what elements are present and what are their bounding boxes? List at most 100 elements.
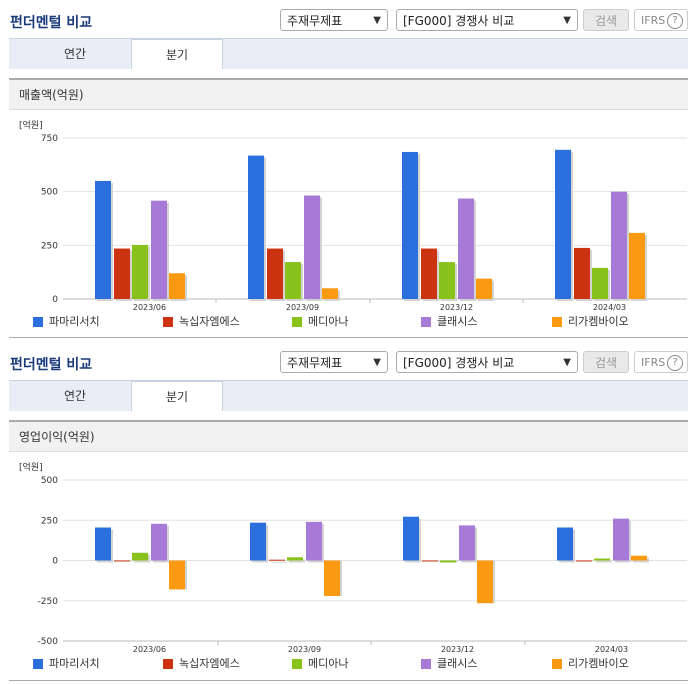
bar (476, 278, 492, 299)
x-tick-label: 2024/03 (593, 303, 626, 312)
bar (95, 527, 111, 561)
bar (285, 262, 301, 299)
operating-profit-chart: [억원] -500 -250 0 250 500 2023/06 2023/09 2023/12… (19, 461, 687, 654)
ifrs-button[interactable]: IFRS ? (634, 9, 688, 31)
legend-swatch (421, 659, 431, 669)
x-tick-label: 2023/09 (286, 303, 319, 312)
bar (248, 155, 264, 299)
legend-swatch (292, 317, 302, 327)
legend-label: 클래시스 (437, 315, 478, 328)
bar (324, 560, 340, 596)
y-tick-label: -500 (38, 637, 59, 647)
statement-type-select[interactable]: 주재무제표 ▼ (280, 9, 388, 31)
legend-swatch (292, 659, 302, 669)
tab-annual[interactable]: 연간 (63, 389, 87, 403)
chevron-down-icon: ▼ (563, 357, 571, 368)
fundamental-section-2: 펀더멘털 비교 주재무제표 ▼ [FG000] 경쟁사 비교 ▼ 검색 IFRS… (0, 342, 696, 684)
tab-annual[interactable]: 연간 (63, 47, 87, 61)
chart-legend: 파마리서치 녹십자엠에스 메디아나 클래시스 리가켐바이오 (9, 314, 688, 330)
bar (250, 522, 266, 561)
bar (557, 527, 573, 561)
x-tick-label: 2023/06 (133, 303, 166, 312)
bar (95, 180, 111, 299)
bar (458, 198, 474, 299)
bar (574, 247, 590, 299)
legend-swatch (552, 317, 562, 327)
bar (477, 560, 493, 604)
bar (132, 552, 148, 561)
tab-quarterly[interactable]: 분기 (131, 381, 223, 411)
bar (613, 518, 629, 561)
bar (267, 248, 283, 299)
y-tick-label: 250 (41, 516, 58, 526)
peer-group-select[interactable]: [FG000] 경쟁사 비교 ▼ (396, 9, 578, 31)
divider (9, 680, 688, 681)
chart-box: 영업이익(억원) [억원] -500 -250 0 250 500 2023/06 2023/… (9, 420, 688, 684)
statement-type-value: 주재무제표 (287, 14, 343, 28)
peer-group-select[interactable]: [FG000] 경쟁사 비교 ▼ (396, 351, 578, 373)
legend-label: 파마리서치 (49, 315, 100, 328)
x-tick-label: 2023/09 (288, 645, 321, 654)
chart-legend: 파마리서치 녹십자엠에스 메디아나 클래시스 리가켐바이오 (9, 656, 688, 672)
ifrs-button[interactable]: IFRS ? (634, 351, 688, 373)
bar (269, 559, 285, 561)
bar (439, 262, 455, 299)
bar (555, 149, 571, 299)
bar (576, 560, 592, 562)
period-tabs: 연간 분기 (9, 38, 688, 69)
chevron-down-icon: ▼ (373, 357, 381, 368)
x-tick-label: 2023/12 (441, 645, 474, 654)
y-tick-label: -250 (38, 597, 59, 607)
period-tabs: 연간 분기 (9, 380, 688, 411)
search-button[interactable]: 검색 (583, 9, 629, 31)
y-tick-label: 0 (52, 295, 58, 305)
bar (629, 232, 645, 299)
bar (287, 557, 303, 561)
x-tick-label: 2023/06 (133, 645, 166, 654)
axis-unit-label: [억원] (19, 119, 43, 131)
bar-shadow (596, 560, 612, 563)
y-tick-label: 250 (41, 241, 58, 251)
statement-type-value: 주재무제표 (287, 356, 343, 370)
legend-swatch (552, 659, 562, 669)
bar (304, 195, 320, 299)
legend-swatch (163, 317, 173, 327)
y-tick-label: 500 (41, 476, 58, 486)
bar (422, 560, 438, 562)
bar (322, 288, 338, 299)
section-header: 펀더멘털 비교 주재무제표 ▼ [FG000] 경쟁사 비교 ▼ 검색 IFRS… (0, 0, 696, 36)
y-tick-label: 0 (52, 557, 58, 567)
axis-unit-label: [억원] (19, 461, 43, 473)
legend-label: 파마리서치 (49, 657, 100, 670)
fundamental-section-1: 펀더멘털 비교 주재무제표 ▼ [FG000] 경쟁사 비교 ▼ 검색 IFRS… (0, 0, 696, 340)
divider (9, 337, 688, 338)
bar (459, 525, 475, 561)
statement-type-select[interactable]: 주재무제표 ▼ (280, 351, 388, 373)
help-icon: ? (667, 13, 683, 29)
chart-title: 매출액(억원) (9, 80, 688, 110)
tab-quarterly[interactable]: 분기 (131, 39, 223, 69)
section-title: 펀더멘털 비교 (10, 357, 93, 373)
y-tick-label: 750 (41, 134, 58, 144)
search-button[interactable]: 검색 (583, 351, 629, 373)
bar (114, 560, 130, 562)
bar (132, 244, 148, 299)
bar (594, 558, 610, 561)
legend-label: 리가켐바이오 (568, 657, 629, 670)
legend-swatch (421, 317, 431, 327)
x-tick-label: 2023/12 (440, 303, 473, 312)
bar (169, 273, 185, 299)
bar (151, 523, 167, 561)
y-tick-label: 500 (41, 188, 58, 198)
bar (421, 248, 437, 299)
legend-label: 메디아나 (308, 315, 349, 328)
chevron-down-icon: ▼ (373, 15, 381, 26)
bar (169, 560, 185, 590)
chart-title: 영업이익(억원) (9, 422, 688, 452)
peer-group-value: [FG000] 경쟁사 비교 (403, 14, 515, 28)
bar (592, 267, 608, 299)
legend-label: 녹십자엠에스 (179, 657, 240, 670)
bar (611, 191, 627, 299)
legend-swatch (33, 659, 43, 669)
bar (631, 555, 647, 561)
